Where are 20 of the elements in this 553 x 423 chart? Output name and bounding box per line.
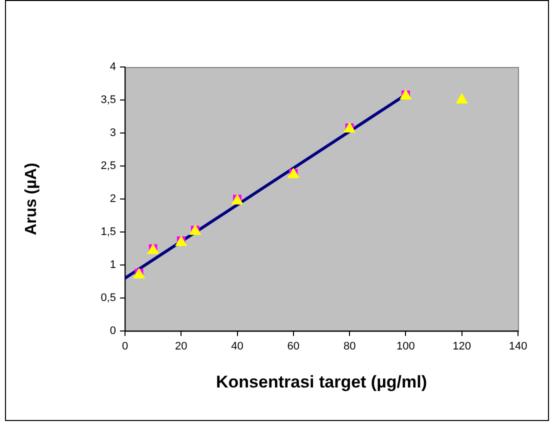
x-tick-label: 140 bbox=[508, 340, 528, 353]
y-tick-label: 1 bbox=[110, 259, 116, 272]
y-tick-label: 3,5 bbox=[100, 94, 116, 106]
y-tick-label: 3 bbox=[110, 127, 116, 140]
y-tick-label: 0,5 bbox=[100, 292, 116, 304]
y-tick-label: 2,5 bbox=[100, 160, 116, 172]
y-tick-label: 2 bbox=[110, 193, 116, 206]
x-axis-title: Konsentrasi target (µg/ml) bbox=[216, 372, 427, 392]
y-tick-label: 1,5 bbox=[100, 226, 116, 238]
y-axis-title: Arus (µA) bbox=[23, 162, 40, 236]
x-tick-label: 20 bbox=[175, 340, 188, 353]
x-tick-label: 0 bbox=[122, 340, 128, 353]
x-tick-label: 60 bbox=[287, 340, 300, 353]
point bbox=[456, 93, 468, 104]
y-tick-label: 4 bbox=[110, 61, 116, 74]
x-tick-label: 40 bbox=[231, 340, 244, 353]
y-tick-label: 0 bbox=[110, 325, 116, 338]
x-tick-label: 80 bbox=[343, 340, 356, 353]
x-tick-label: 120 bbox=[452, 340, 472, 353]
x-tick-label: 100 bbox=[396, 340, 415, 353]
